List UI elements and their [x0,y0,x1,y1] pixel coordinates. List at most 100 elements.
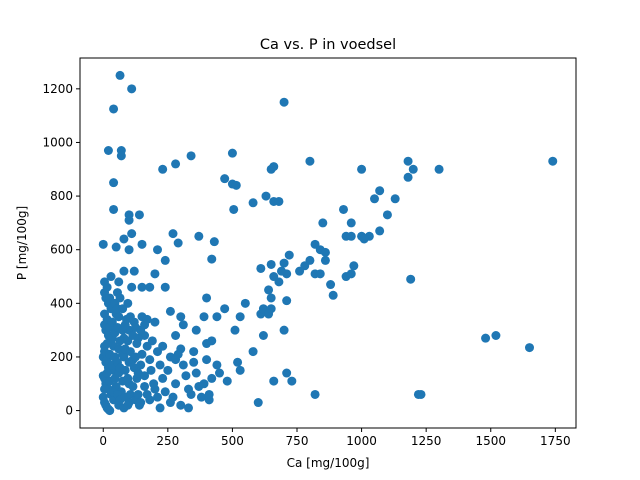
data-point [160,255,170,265]
data-point [318,218,328,228]
data-point [266,293,276,303]
x-tick-label: 500 [221,434,244,448]
data-point [142,389,152,399]
y-axis-ticks: 0 200 400 600 800 1000 1200 [42,82,80,418]
data-point [127,282,137,292]
x-tick-label: 750 [286,434,309,448]
data-point [349,261,359,271]
data-point [153,347,162,357]
data-point [248,347,258,357]
data-point [133,333,143,343]
data-point [403,156,413,166]
data-point [114,277,124,287]
data-point [248,198,258,208]
data-point [136,398,146,408]
data-point [114,312,124,322]
data-point [165,306,175,316]
data-point [199,379,209,389]
data-point [189,357,199,367]
data-point [153,245,162,255]
data-point [346,231,356,241]
points-layer [98,70,558,416]
data-point [277,266,286,276]
y-tick-label: 1200 [42,82,73,96]
data-point [106,272,116,282]
data-point [102,282,112,292]
data-point [481,333,491,343]
data-point [339,204,348,214]
y-tick-label: 800 [50,189,73,203]
y-axis-label: P [mg/100g] [15,206,29,280]
data-point [403,172,413,182]
data-point [346,218,356,228]
data-point [178,360,188,370]
data-point [274,196,284,206]
data-point [140,320,150,330]
data-point [137,239,147,249]
data-point [102,368,112,378]
data-point [127,84,137,94]
data-point [220,174,230,184]
data-point [115,336,125,346]
data-point [207,373,217,383]
data-point [434,164,444,174]
data-point [209,237,219,247]
data-point [168,392,178,402]
data-point [191,368,201,378]
data-point [191,325,201,335]
data-point [320,255,330,265]
data-point [103,146,113,155]
data-point [282,368,292,378]
x-tick-label: 1250 [411,434,442,448]
data-point [315,269,325,279]
data-point [274,277,284,287]
data-point [196,392,206,402]
data-point [181,371,191,381]
data-point [128,381,138,391]
data-point [116,151,126,161]
data-point [125,312,135,322]
y-tick-label: 400 [50,296,73,310]
data-point [186,151,196,161]
data-point [137,282,147,292]
data-point [168,229,178,239]
data-point [109,204,119,214]
data-point [134,210,144,220]
data-point [261,191,271,201]
data-point [155,360,165,370]
data-point [320,247,330,257]
data-point [155,403,165,413]
data-point [305,156,315,166]
data-point [328,290,338,300]
data-point [229,204,239,214]
data-point [266,259,276,269]
data-point [416,389,426,399]
data-point [123,298,133,308]
data-point [233,357,243,367]
data-point [131,352,141,362]
y-tick-label: 1000 [42,135,73,149]
data-point [375,226,385,236]
data-point [160,282,170,292]
data-point [230,325,240,335]
data-point [279,325,289,335]
data-point [346,269,356,279]
data-point [171,379,181,389]
data-point [202,355,212,365]
data-point [146,365,156,375]
data-point [129,266,139,276]
data-point [149,379,159,389]
data-point [310,389,320,399]
data-point [184,403,193,413]
data-point [123,400,133,410]
data-point [173,349,183,359]
data-point [98,239,108,249]
data-point [212,312,222,322]
data-point [370,194,379,204]
data-point [163,365,173,375]
data-point [212,360,222,370]
data-point [124,245,134,255]
chart-title: Ca vs. P in voedsel [260,37,396,53]
